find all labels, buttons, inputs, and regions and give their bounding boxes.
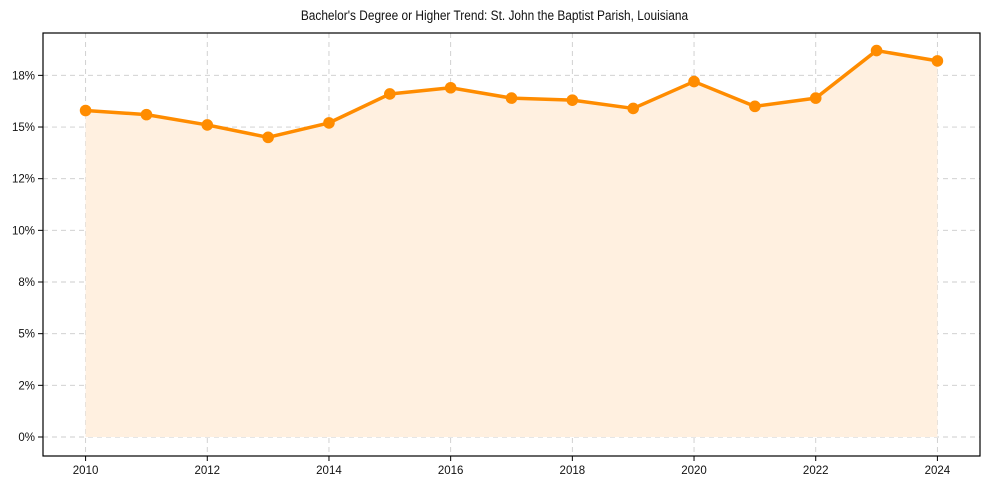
x-tick-label: 2014 (316, 465, 342, 477)
data-point (79, 104, 92, 117)
data-point (384, 88, 396, 100)
data-point (870, 44, 883, 57)
chart-title: Bachelor's Degree or Higher Trend: St. J… (300, 8, 689, 23)
y-tick-label: 10% (12, 225, 35, 237)
x-tick-label: 2022 (803, 465, 829, 477)
x-tick-label: 2016 (438, 465, 464, 477)
axes-frame (42, 32, 981, 457)
data-point (809, 92, 822, 104)
x-tick-label: 2012 (194, 465, 220, 477)
data-point (627, 102, 639, 115)
y-axis: 0% 2% 5% 8% 10% 12% 15% 18% (12, 70, 43, 444)
data-point (444, 81, 457, 94)
x-axis: 2010 2012 2014 2016 2018 2020 2022 2024 (73, 456, 951, 477)
y-tick-label: 2% (18, 380, 35, 392)
data-point (140, 108, 153, 121)
data-point (262, 131, 274, 144)
y-tick-label: 12% (12, 174, 35, 186)
y-tick-label: 18% (12, 70, 35, 82)
x-tick-label: 2020 (681, 465, 707, 477)
data-point (749, 100, 761, 113)
data-markers (79, 44, 944, 144)
data-point (688, 75, 700, 88)
x-tick-label: 2010 (73, 465, 99, 477)
x-tick-label: 2018 (560, 465, 586, 477)
area-fill (85, 50, 938, 437)
data-point (931, 55, 944, 67)
y-tick-label: 8% (18, 277, 35, 289)
data-point (566, 94, 579, 106)
y-tick-label: 5% (18, 329, 35, 341)
data-point (505, 92, 518, 104)
data-point (201, 119, 214, 131)
y-tick-label: 0% (18, 432, 35, 444)
data-point (323, 117, 335, 129)
x-tick-label: 2024 (925, 465, 951, 477)
y-tick-label: 15% (12, 122, 35, 134)
